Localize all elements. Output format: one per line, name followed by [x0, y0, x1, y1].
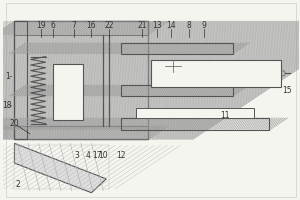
- Text: 4: 4: [86, 151, 91, 160]
- Bar: [121, 43, 233, 54]
- Text: 6: 6: [50, 21, 56, 30]
- Text: 11: 11: [220, 111, 230, 120]
- Bar: [14, 21, 27, 139]
- Text: 14: 14: [167, 21, 176, 30]
- Bar: [14, 21, 148, 35]
- Bar: [14, 145, 109, 189]
- Bar: [14, 21, 27, 139]
- Circle shape: [62, 104, 73, 111]
- Bar: [151, 60, 281, 87]
- Text: 21: 21: [137, 21, 146, 30]
- Text: 2: 2: [15, 180, 20, 189]
- Circle shape: [169, 64, 176, 68]
- Text: 9: 9: [202, 21, 206, 30]
- Text: 1: 1: [5, 72, 10, 81]
- Text: 12: 12: [116, 151, 126, 160]
- Bar: [14, 21, 148, 139]
- Bar: [136, 108, 254, 118]
- Bar: [53, 64, 82, 120]
- Bar: [14, 126, 148, 139]
- Bar: [121, 118, 269, 130]
- Text: 13: 13: [152, 21, 161, 30]
- Text: 10: 10: [98, 151, 108, 160]
- Text: 16: 16: [87, 21, 96, 30]
- Bar: [121, 85, 233, 96]
- Bar: [121, 118, 269, 130]
- Text: 15: 15: [282, 86, 292, 95]
- Bar: [121, 43, 233, 54]
- Text: 18: 18: [2, 101, 12, 110]
- Text: 19: 19: [36, 21, 46, 30]
- Text: 3: 3: [74, 151, 79, 160]
- Bar: [14, 21, 148, 35]
- Text: 8: 8: [187, 21, 191, 30]
- Text: 22: 22: [104, 21, 114, 30]
- Circle shape: [276, 70, 285, 76]
- Bar: [14, 126, 148, 139]
- Text: 17: 17: [92, 151, 102, 160]
- Circle shape: [60, 54, 75, 64]
- Text: 20: 20: [10, 119, 19, 128]
- Text: 7: 7: [71, 21, 76, 30]
- Polygon shape: [14, 143, 106, 193]
- Bar: [121, 85, 233, 96]
- Circle shape: [164, 61, 181, 72]
